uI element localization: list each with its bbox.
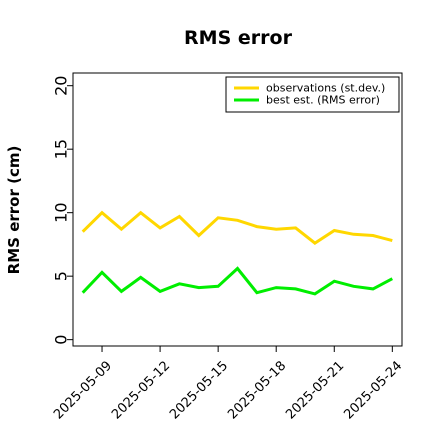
legend-label: observations (st.dev.) <box>266 82 385 95</box>
legend: observations (st.dev.)best est. (RMS err… <box>225 76 400 113</box>
y-tick-label: 0 <box>52 335 71 345</box>
x-tick-label: 2025-05-18 <box>225 358 289 422</box>
y-tick-label: 5 <box>52 271 71 281</box>
x-tick-label: 2025-05-15 <box>167 358 231 422</box>
series-layer <box>81 210 394 296</box>
legend-box <box>225 76 400 113</box>
x-tick-label: 2025-05-12 <box>109 358 173 422</box>
x-tick-label: 2025-05-21 <box>283 358 347 422</box>
chart-title: RMS error <box>184 27 293 49</box>
y-axis-label: RMS error (cm) <box>5 146 23 275</box>
y-tick-label: 15 <box>52 139 71 159</box>
series-line-observations <box>81 210 393 245</box>
y-axis-ticks: 0 5 10 15 20 <box>52 76 73 345</box>
legend-label: best est. (RMS error) <box>266 94 380 107</box>
series-line-best-estimate <box>81 266 394 296</box>
y-tick-label: 10 <box>52 202 71 222</box>
plot-area-frame <box>72 72 403 347</box>
y-tick-label: 20 <box>52 76 71 96</box>
x-tick-label: 2025-05-24 <box>341 358 405 422</box>
x-axis-ticks: 2025-05-092025-05-122025-05-152025-05-18… <box>51 346 405 422</box>
x-tick-label: 2025-05-09 <box>51 358 115 422</box>
